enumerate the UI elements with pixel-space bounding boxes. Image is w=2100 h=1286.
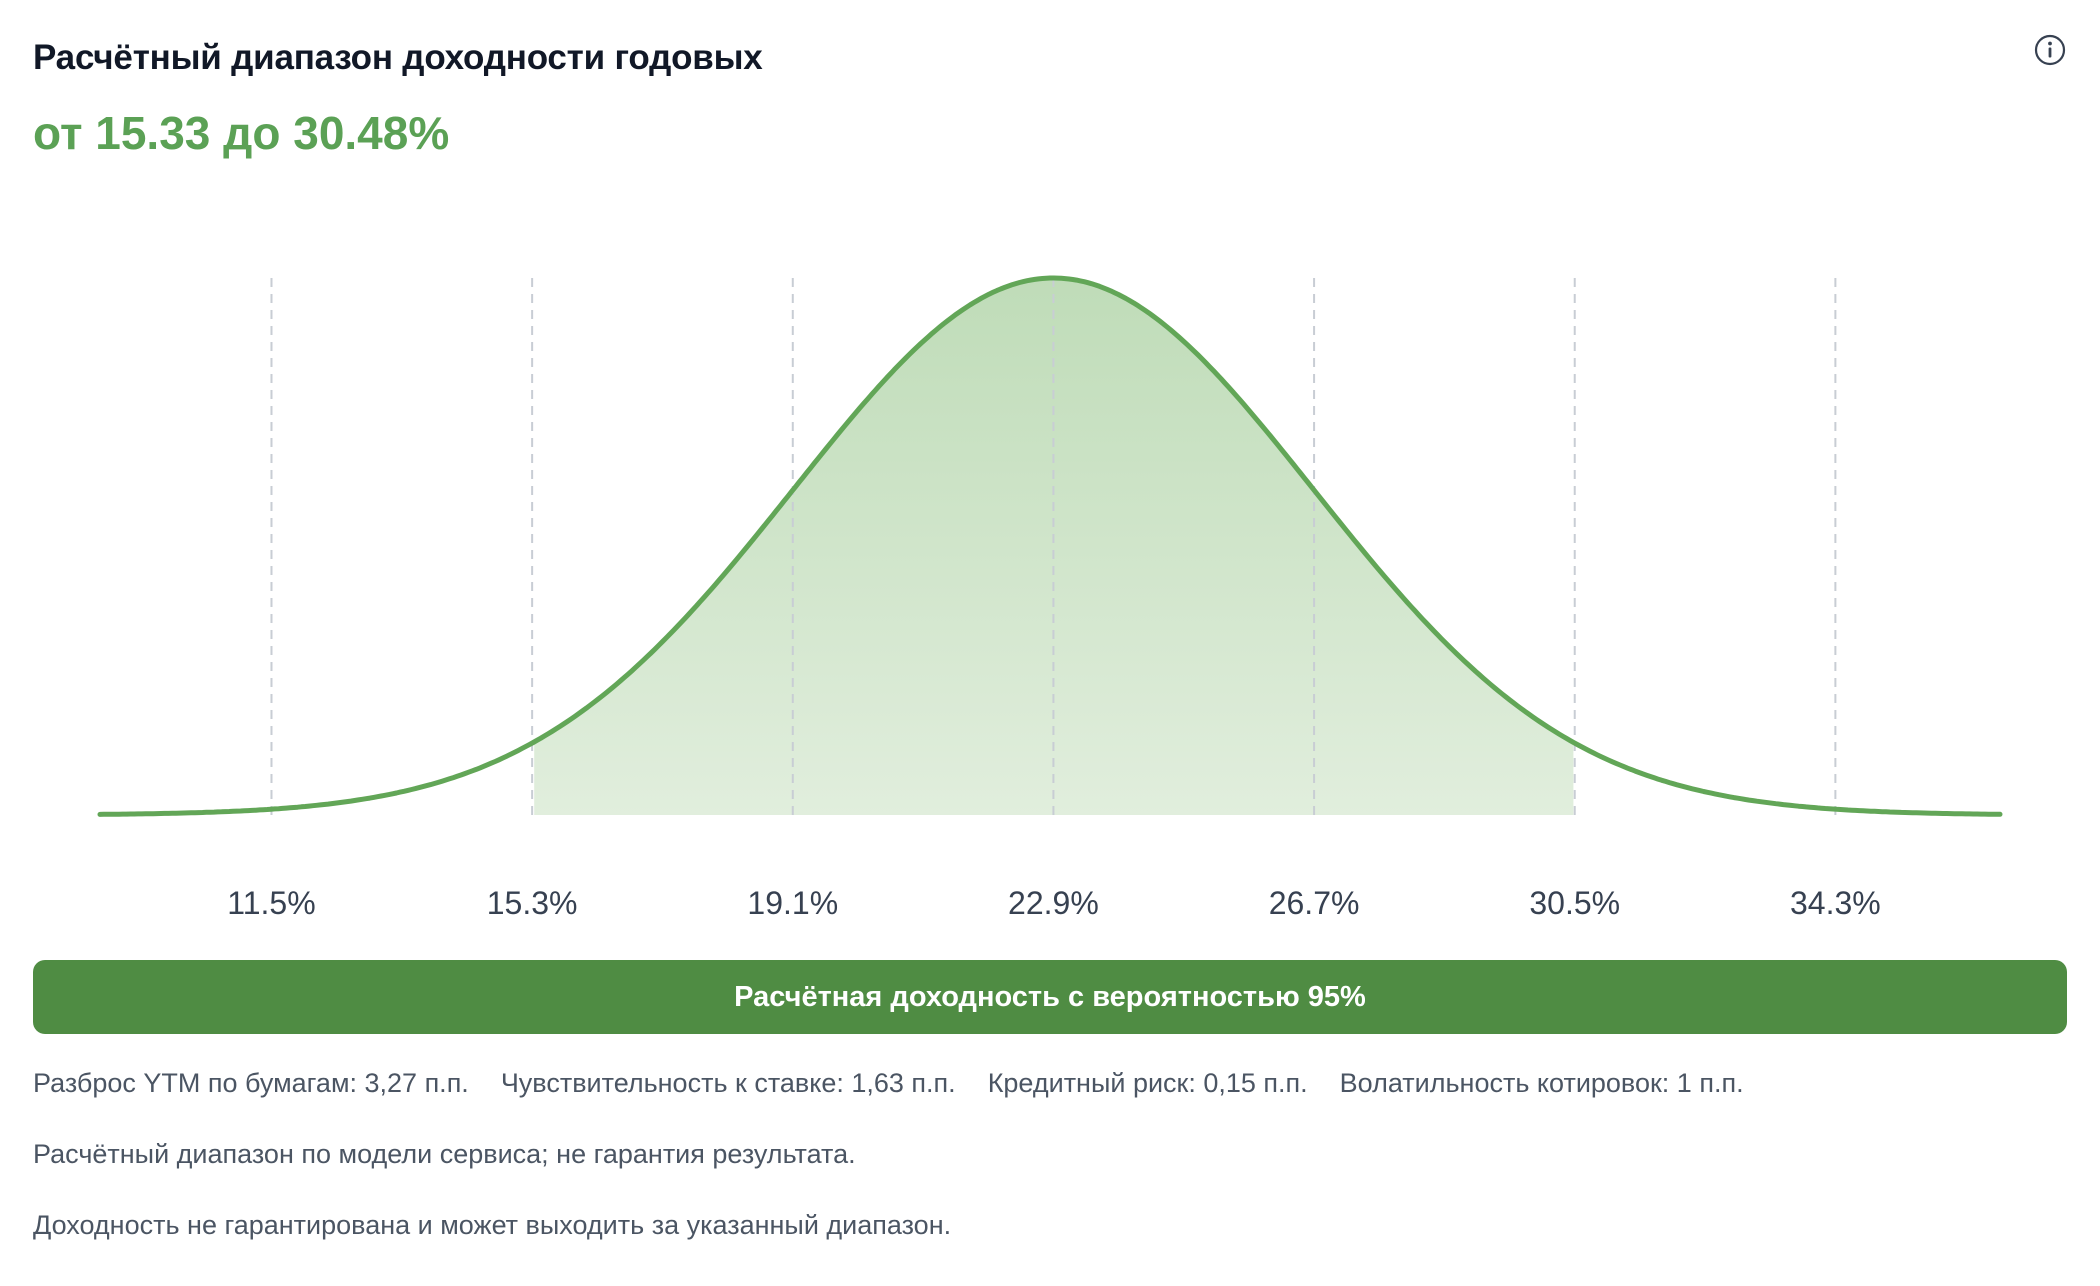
yield-range-value: от 15.33 до 30.48% xyxy=(33,107,450,159)
card-title: Расчётный диапазон доходности годовых xyxy=(33,38,763,77)
disclaimer-model: Расчётный диапазон по модели сервиса; не… xyxy=(33,1139,856,1169)
metric-rate-sensitivity: Чувствительность к ставке: 1,63 п.п. xyxy=(500,1068,956,1098)
metric-credit-risk: Кредитный риск: 0,15 п.п. xyxy=(987,1068,1308,1098)
distribution-chart: 11.5% 15.3% 19.1% 22.9% 26.7% 30.5% 34.3% xyxy=(97,275,2003,921)
x-tick-label-1: 15.3% xyxy=(487,885,578,921)
metric-ytm-spread: Разброс YTM по бумагам: 3,27 п.п. xyxy=(33,1068,469,1098)
metrics-row: Разброс YTM по бумагам: 3,27 п.п. Чувств… xyxy=(33,1068,1744,1099)
x-tick-label-0: 11.5% xyxy=(227,885,315,921)
info-icon[interactable] xyxy=(2034,34,2066,66)
x-tick-label-3: 22.9% xyxy=(1008,885,1099,921)
x-tick-label-2: 19.1% xyxy=(747,885,838,921)
probability-band: Расчётная доходность с вероятностью 95% xyxy=(33,960,2067,1034)
distribution-curve xyxy=(97,275,2003,817)
disclaimer-guarantee: Доходность не гарантирована и может выхо… xyxy=(33,1210,952,1240)
x-tick-label-6: 34.3% xyxy=(1790,885,1881,921)
metric-quote-volatility: Волатильность котировок: 1 п.п. xyxy=(1339,1068,1744,1098)
x-tick-label-4: 26.7% xyxy=(1269,885,1360,921)
x-tick-label-5: 30.5% xyxy=(1529,885,1620,921)
